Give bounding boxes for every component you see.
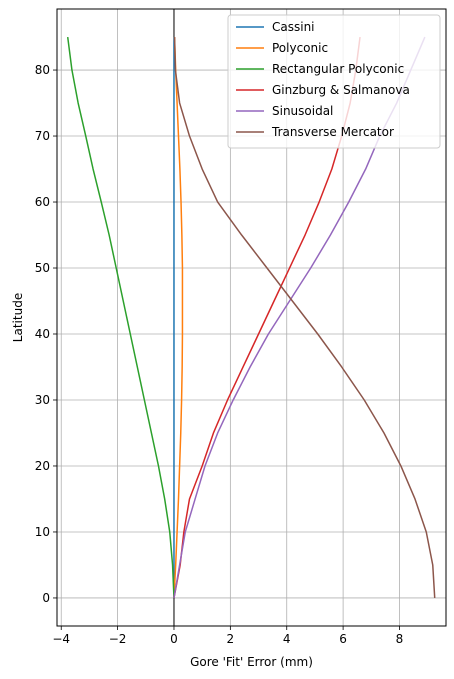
legend: Cassini Polyconic Rectangular Polyconic Gin… <box>227 14 441 149</box>
x-tick-label: 8 <box>396 632 404 646</box>
x-tick-label: −2 <box>109 632 127 646</box>
y-tick-label: 80 <box>35 63 50 77</box>
y-tick-label: 50 <box>35 261 50 275</box>
series-line-polyconic <box>173 37 184 598</box>
plot-area-frame <box>56 8 447 627</box>
legend-label: Rectangular Polyconic <box>272 62 404 76</box>
legend-label: Ginzburg & Salmanova <box>272 83 410 97</box>
x-tick-label: 2 <box>227 632 235 646</box>
y-tick-label: 0 <box>42 591 50 605</box>
y-tick-label: 70 <box>35 129 50 143</box>
y-axis-label: Latitude <box>11 293 25 342</box>
legend-label: Sinusoidal <box>272 104 333 118</box>
series-line-rectangular-polyconic <box>66 36 175 598</box>
legend-label: Polyconic <box>272 41 328 55</box>
y-tick-label: 20 <box>35 459 50 473</box>
legend-label: Transverse Mercator <box>271 125 394 139</box>
legend-label: Cassini <box>272 20 315 34</box>
x-tick-label: 0 <box>170 632 178 646</box>
x-tick-label: 4 <box>283 632 291 646</box>
y-tick-label: 30 <box>35 393 50 407</box>
legend-box <box>227 14 441 149</box>
y-tick-label: 10 <box>35 525 50 539</box>
x-axis-label: Gore 'Fit' Error (mm) <box>190 655 313 669</box>
y-tick-label: 40 <box>35 327 50 341</box>
series-line-transverse-mercator <box>173 37 436 598</box>
x-tick-label: −4 <box>52 632 70 646</box>
x-tick-label: 6 <box>339 632 347 646</box>
y-tick-label: 60 <box>35 195 50 209</box>
